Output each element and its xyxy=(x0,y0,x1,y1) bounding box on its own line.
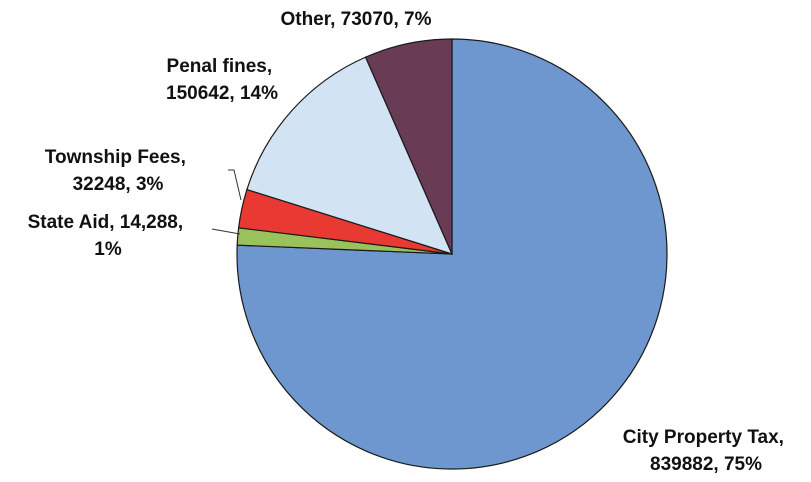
label-state-aid-line-2: 1% xyxy=(94,239,122,260)
label-state-aid-line-1: State Aid, 14,288, xyxy=(28,212,184,233)
leader-line-state-aid xyxy=(211,228,241,235)
pie-slice-other xyxy=(364,38,453,255)
pie-slices xyxy=(236,38,668,470)
label-township-fees: Township Fees, 32248, 3% xyxy=(45,147,191,195)
label-penal-fines: Penal fines, 150642, 14% xyxy=(166,56,278,104)
pie-slice-penal-fines xyxy=(246,56,454,255)
label-penal-fines-line-1: Penal fines, xyxy=(167,56,273,77)
leader-line-township-fees xyxy=(228,169,242,201)
label-city-property-tax-line-2: 839882, 75% xyxy=(650,454,762,475)
label-township-fees-line-1: Township Fees, xyxy=(45,147,186,168)
label-other: Other, 73070, 7% xyxy=(280,9,431,30)
label-township-fees-line-2: 32248, 3% xyxy=(73,174,164,195)
leader-lines xyxy=(211,169,242,235)
pie-slice-city-property-tax xyxy=(236,38,668,470)
label-penal-fines-line-2: 150642, 14% xyxy=(166,83,278,104)
label-other-line-1: Other, 73070, 7% xyxy=(280,9,431,30)
label-city-property-tax-line-1: City Property Tax, xyxy=(623,427,784,448)
label-state-aid: State Aid, 14,288, 1% xyxy=(28,212,189,260)
label-city-property-tax: City Property Tax, 839882, 75% xyxy=(623,427,789,475)
